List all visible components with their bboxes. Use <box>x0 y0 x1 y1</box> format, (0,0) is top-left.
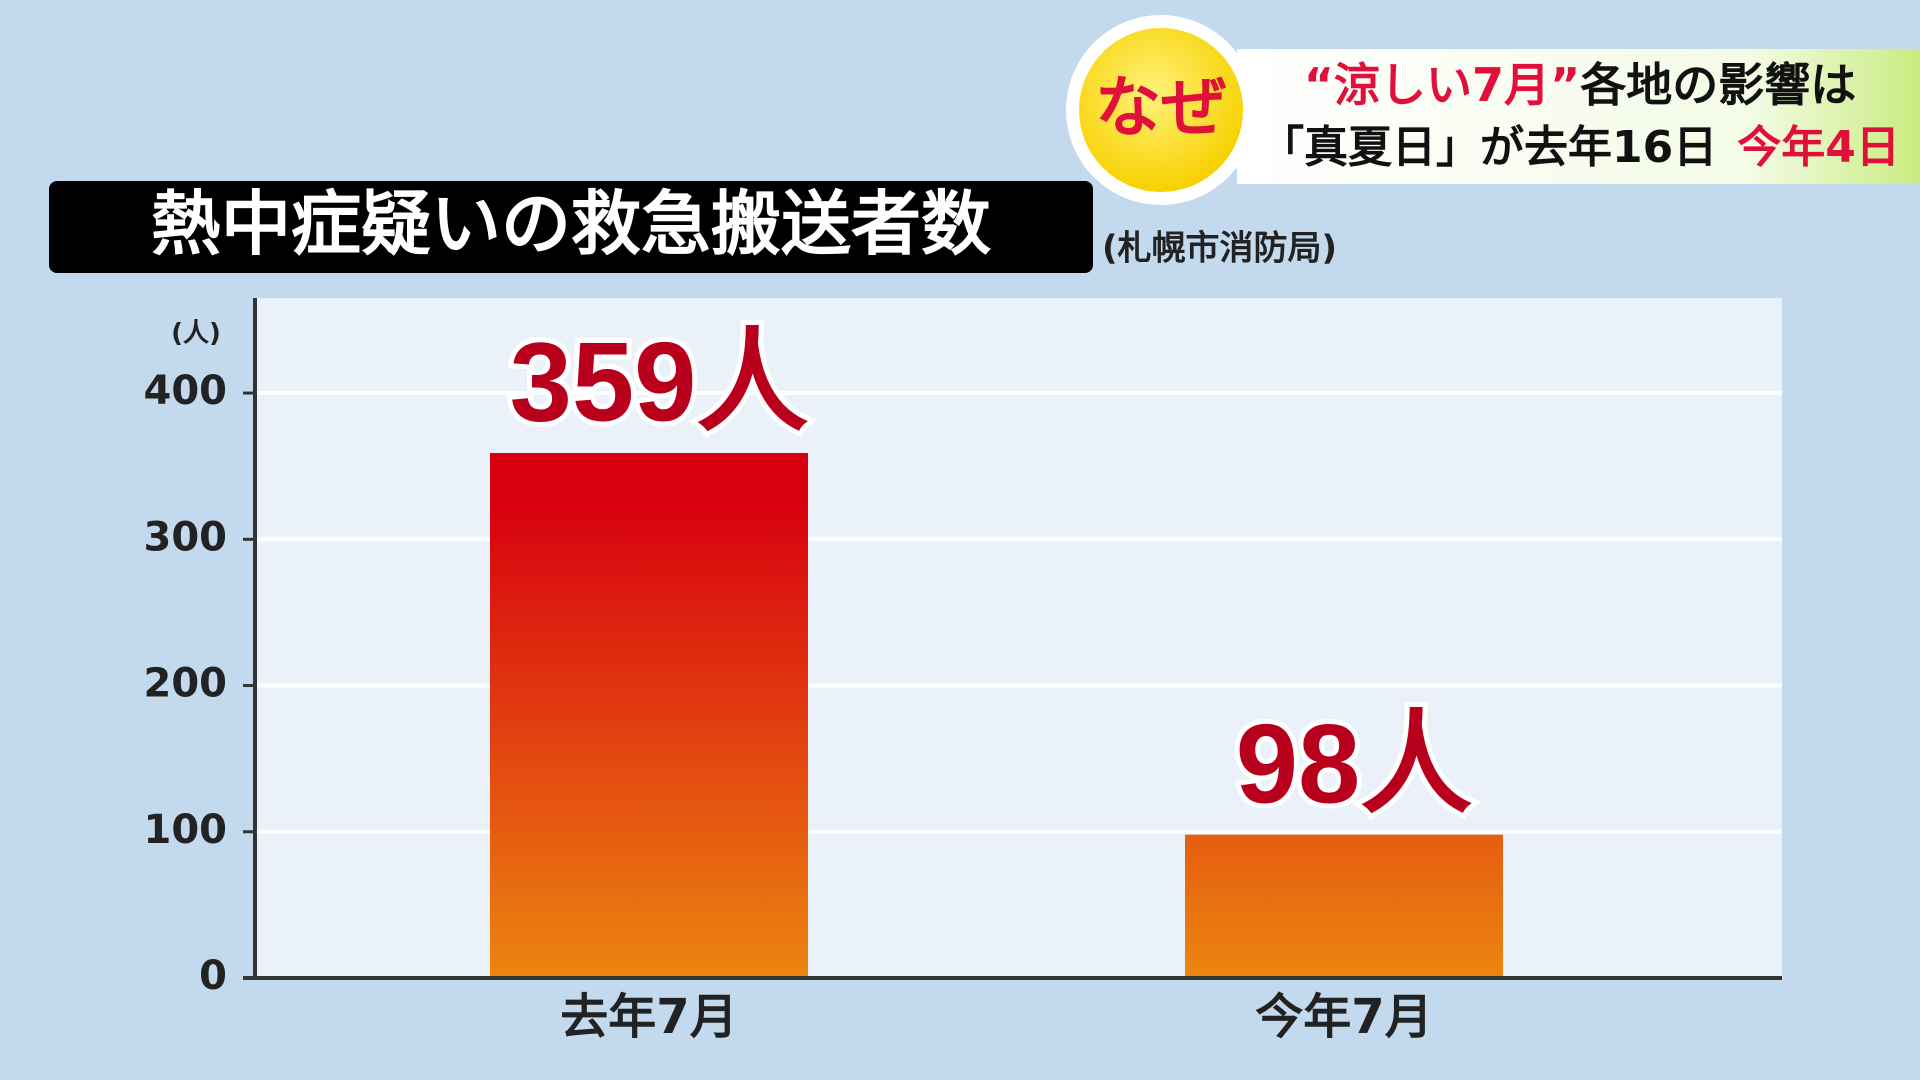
plot-area <box>255 298 1782 978</box>
y-tick-label: 300 <box>144 514 228 560</box>
banner-line2: 「真夏日」が去年16日 今年4日 <box>1260 122 1900 173</box>
bar <box>490 453 808 978</box>
source: (札幌市消防局) <box>1102 229 1337 269</box>
y-tick-label: 0 <box>199 953 227 999</box>
y-tick-label: 400 <box>144 368 228 414</box>
y-tick-label: 100 <box>144 807 228 853</box>
banner-text: “涼しい7月” <box>1304 58 1580 112</box>
banner-band <box>1237 49 1920 184</box>
title-box <box>49 181 1093 273</box>
value-label: 359人 <box>510 320 809 445</box>
chart-title: 熱中症疑いの救急搬送者数 <box>151 183 991 265</box>
banner-text: 今年4日 <box>1737 122 1900 173</box>
banner-line1: “涼しい7月”各地の影響は <box>1304 58 1856 112</box>
banner-text: 各地の影響は <box>1580 58 1856 112</box>
banner-text: 「真夏日」が去年16日 <box>1260 122 1717 173</box>
bar <box>1185 834 1503 978</box>
y-tick-label: 200 <box>144 661 228 707</box>
badge-text: なぜ <box>1095 69 1227 146</box>
x-tick-label: 去年7月 <box>560 989 737 1045</box>
y-unit: (人) <box>171 319 221 349</box>
value-label: 98人 <box>1236 701 1473 826</box>
badge <box>1079 28 1243 192</box>
x-tick-label: 今年7月 <box>1255 989 1432 1045</box>
